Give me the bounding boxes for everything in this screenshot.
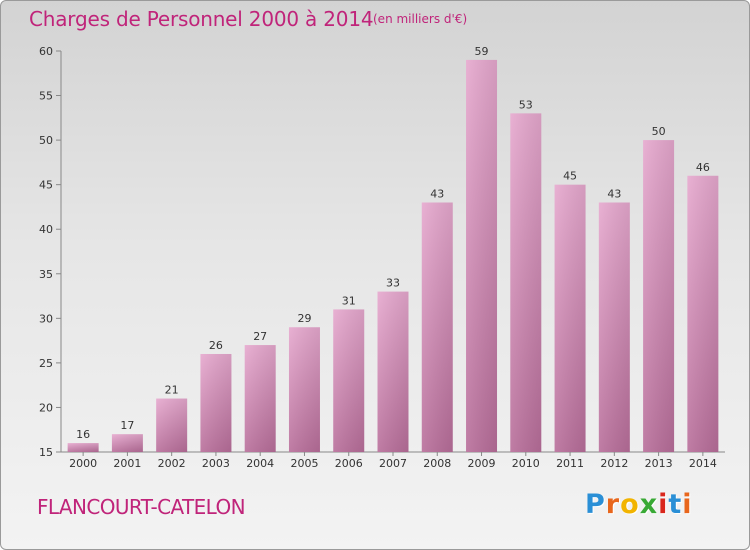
x-tick-label-2011: 2011 (556, 457, 584, 470)
value-label-2012: 43 (607, 187, 621, 200)
y-tick-label: 30 (39, 312, 53, 325)
x-tick-label-2009: 2009 (468, 457, 496, 470)
logo-letter: P (585, 489, 606, 520)
logo-letter: i (658, 489, 669, 520)
x-tick-label-2002: 2002 (158, 457, 186, 470)
bar-shade-2005 (288, 327, 320, 452)
value-label-2003: 26 (209, 339, 223, 352)
bar-shade-2006 (333, 309, 365, 452)
chart-subtitle: (en milliers d'€) (373, 12, 468, 26)
value-label-2007: 33 (386, 277, 400, 290)
x-tick-label-2008: 2008 (423, 457, 451, 470)
bar-shade-2001 (111, 434, 143, 452)
x-tick-label-2010: 2010 (512, 457, 540, 470)
bar-shade-2004 (244, 345, 276, 452)
y-tick-label: 45 (39, 179, 53, 192)
bar-shade-2014 (687, 175, 719, 452)
bar-shade-2010 (510, 113, 542, 452)
value-label-2011: 45 (563, 170, 577, 183)
x-tick-label-2005: 2005 (290, 457, 318, 470)
commune-name: FLANCOURT-CATELON (37, 495, 246, 519)
value-label-2006: 31 (342, 294, 356, 307)
logo-letter: t (668, 489, 683, 520)
y-tick-label: 20 (39, 401, 53, 414)
proxiti-logo: Proxiti (585, 489, 693, 520)
value-label-2008: 43 (430, 187, 444, 200)
chart-title: Charges de Personnel 2000 à 2014 (29, 7, 374, 31)
y-tick-label: 40 (39, 223, 53, 236)
y-tick-label: 25 (39, 357, 53, 370)
bar-shade-2009 (466, 59, 498, 453)
value-label-2010: 53 (519, 98, 533, 111)
bar-shade-2007 (377, 291, 409, 452)
value-label-2002: 21 (165, 384, 179, 397)
y-tick-label: 50 (39, 134, 53, 147)
x-tick-label-2006: 2006 (335, 457, 363, 470)
x-tick-label-2004: 2004 (246, 457, 274, 470)
bar-shade-2002 (156, 398, 188, 452)
bar-shade-2013 (643, 140, 675, 452)
x-tick-label-2007: 2007 (379, 457, 407, 470)
bar-shade-2012 (598, 202, 630, 452)
logo-letter: i (682, 489, 693, 520)
x-tick-label-2000: 2000 (69, 457, 97, 470)
value-label-2001: 17 (120, 419, 134, 432)
x-tick-label-2012: 2012 (600, 457, 628, 470)
bar-shade-2003 (200, 353, 232, 452)
y-tick-label: 15 (39, 446, 53, 459)
value-label-2004: 27 (253, 330, 267, 343)
x-tick-label-2003: 2003 (202, 457, 230, 470)
y-tick-label: 35 (39, 268, 53, 281)
bar-shade-2000 (67, 443, 99, 452)
value-label-2014: 46 (696, 161, 710, 174)
y-tick-label: 55 (39, 90, 53, 103)
value-label-2009: 59 (475, 45, 489, 58)
y-tick-label: 60 (39, 45, 53, 58)
logo-letter: o (620, 489, 640, 520)
x-tick-label-2001: 2001 (113, 457, 141, 470)
value-label-2000: 16 (76, 428, 90, 441)
value-label-2005: 29 (297, 312, 311, 325)
x-tick-label-2013: 2013 (645, 457, 673, 470)
logo-letter: x (639, 489, 659, 520)
value-label-2013: 50 (652, 125, 666, 138)
x-tick-label-2014: 2014 (689, 457, 717, 470)
bar-shade-2011 (554, 184, 586, 452)
logo-letter: r (605, 489, 621, 520)
bar-shade-2008 (421, 202, 453, 452)
